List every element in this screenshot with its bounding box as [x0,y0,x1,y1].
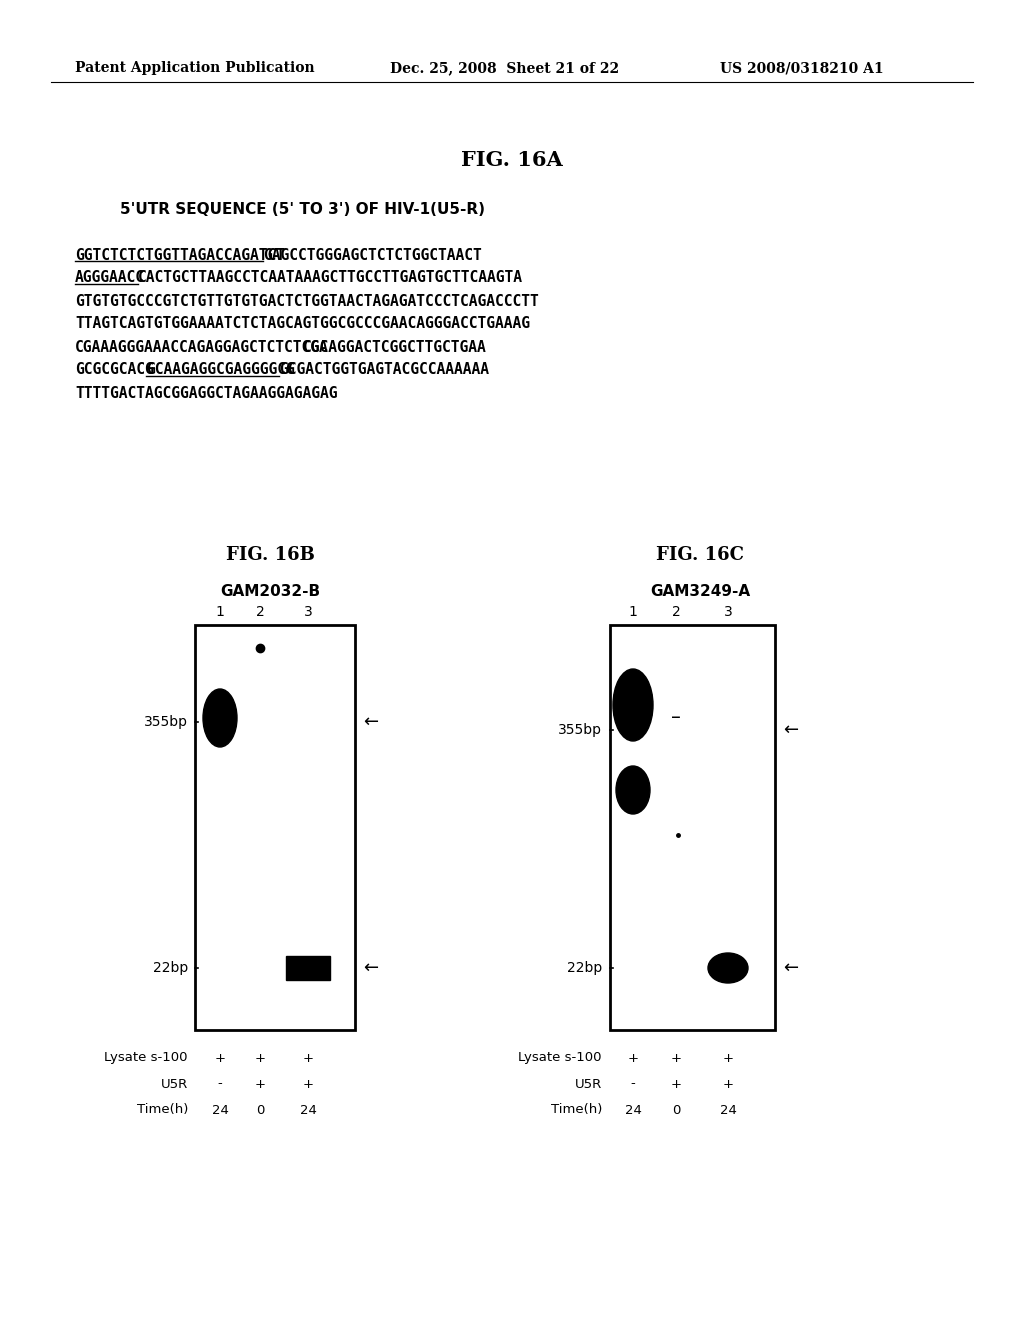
Text: -: - [631,1077,635,1090]
Text: CACTGCTTAAGCCTCAATAAAGCTTGCCTTGAGTGCTTCAAGTA: CACTGCTTAAGCCTCAATAAAGCTTGCCTTGAGTGCTTCA… [138,271,523,285]
Ellipse shape [616,766,650,814]
Text: FIG. 16C: FIG. 16C [656,546,744,564]
Text: GAM2032-B: GAM2032-B [220,585,321,599]
Text: 0: 0 [256,1104,264,1117]
Text: AGGGAACC: AGGGAACC [75,271,145,285]
Text: +: + [214,1052,225,1064]
Text: +: + [302,1052,313,1064]
Text: CGCAGGACTCGGCTTGCTGAA: CGCAGGACTCGGCTTGCTGAA [303,339,486,355]
Text: 2: 2 [672,605,680,619]
Text: +: + [302,1077,313,1090]
Text: 3: 3 [724,605,732,619]
Text: 0: 0 [672,1104,680,1117]
Text: -: - [218,1077,222,1090]
Text: TTAGTCAGTGTGGAAAATCTCTAGCAGTGGCGCCCGAACAGGGACCTGAAAG: TTAGTCAGTGTGGAAAATCTCTAGCAGTGGCGCCCGAACA… [75,317,530,331]
Text: 24: 24 [300,1104,316,1117]
Text: +: + [255,1052,265,1064]
Text: 22bp: 22bp [153,961,188,975]
Text: 24: 24 [720,1104,736,1117]
Text: GCGACTGGTGAGTACGCCAAAAAA: GCGACTGGTGAGTACGCCAAAAAA [280,363,489,378]
Bar [195,624,355,1030]
Text: CGAAAGGGAAACCAGAGGAGCTCTCTCGA: CGAAAGGGAAACCAGAGGAGCTCTCTCGA [75,339,329,355]
Text: 3: 3 [304,605,312,619]
Text: ←: ← [362,713,378,731]
Text: GAM3249-A: GAM3249-A [650,585,750,599]
Text: 24: 24 [625,1104,641,1117]
Text: +: + [255,1077,265,1090]
Text: US 2008/0318210 A1: US 2008/0318210 A1 [720,61,884,75]
Text: Lysate s-100: Lysate s-100 [104,1052,188,1064]
Text: 5'UTR SEQUENCE (5' TO 3') OF HIV-1(U5-R): 5'UTR SEQUENCE (5' TO 3') OF HIV-1(U5-R) [120,202,485,218]
Text: TTTTGACTAGCGGAGGCTAGAAGGAGAGAG: TTTTGACTAGCGGAGGCTAGAAGGAGAGAG [75,385,338,400]
Text: +: + [671,1077,682,1090]
Text: GAGCCTGGGAGCTCTCTGGCTAACT: GAGCCTGGGAGCTCTCTGGCTAACT [263,248,482,263]
Text: +: + [671,1052,682,1064]
Text: +: + [628,1052,639,1064]
Bar [286,956,330,979]
Ellipse shape [613,669,653,741]
Text: ←: ← [362,960,378,977]
Text: FIG. 16A: FIG. 16A [461,150,563,170]
Text: GGTCTCTCTGGTTAGACCAGATCT: GGTCTCTCTGGTTAGACCAGATCT [75,248,285,263]
Text: 355bp: 355bp [144,715,188,729]
Text: –: – [671,709,681,727]
Ellipse shape [708,953,748,983]
Text: GCGCGCACG: GCGCGCACG [75,363,154,378]
Text: Time(h): Time(h) [551,1104,602,1117]
Text: ←: ← [783,960,798,977]
Ellipse shape [203,689,237,747]
Text: Patent Application Publication: Patent Application Publication [75,61,314,75]
Text: Time(h): Time(h) [136,1104,188,1117]
Text: 22bp: 22bp [566,961,602,975]
Text: FIG. 16B: FIG. 16B [225,546,314,564]
Text: 24: 24 [212,1104,228,1117]
Text: 1: 1 [629,605,637,619]
Text: 2: 2 [256,605,264,619]
Text: +: + [723,1077,733,1090]
Text: GCAAGAGGCGAGGGGCG: GCAAGAGGCGAGGGGCG [145,363,295,378]
Text: 1: 1 [216,605,224,619]
Text: +: + [723,1052,733,1064]
Text: Dec. 25, 2008  Sheet 21 of 22: Dec. 25, 2008 Sheet 21 of 22 [390,61,620,75]
Text: ←: ← [783,721,798,739]
Text: GTGTGTGCCCGTCTGTTGTGTGACTCTGGTAACTAGAGATCCCTCAGACCCTT: GTGTGTGCCCGTCTGTTGTGTGACTCTGGTAACTAGAGAT… [75,293,539,309]
Bar [610,624,775,1030]
Text: 355bp: 355bp [558,723,602,737]
Text: Lysate s-100: Lysate s-100 [518,1052,602,1064]
Text: U5R: U5R [574,1077,602,1090]
Text: U5R: U5R [161,1077,188,1090]
